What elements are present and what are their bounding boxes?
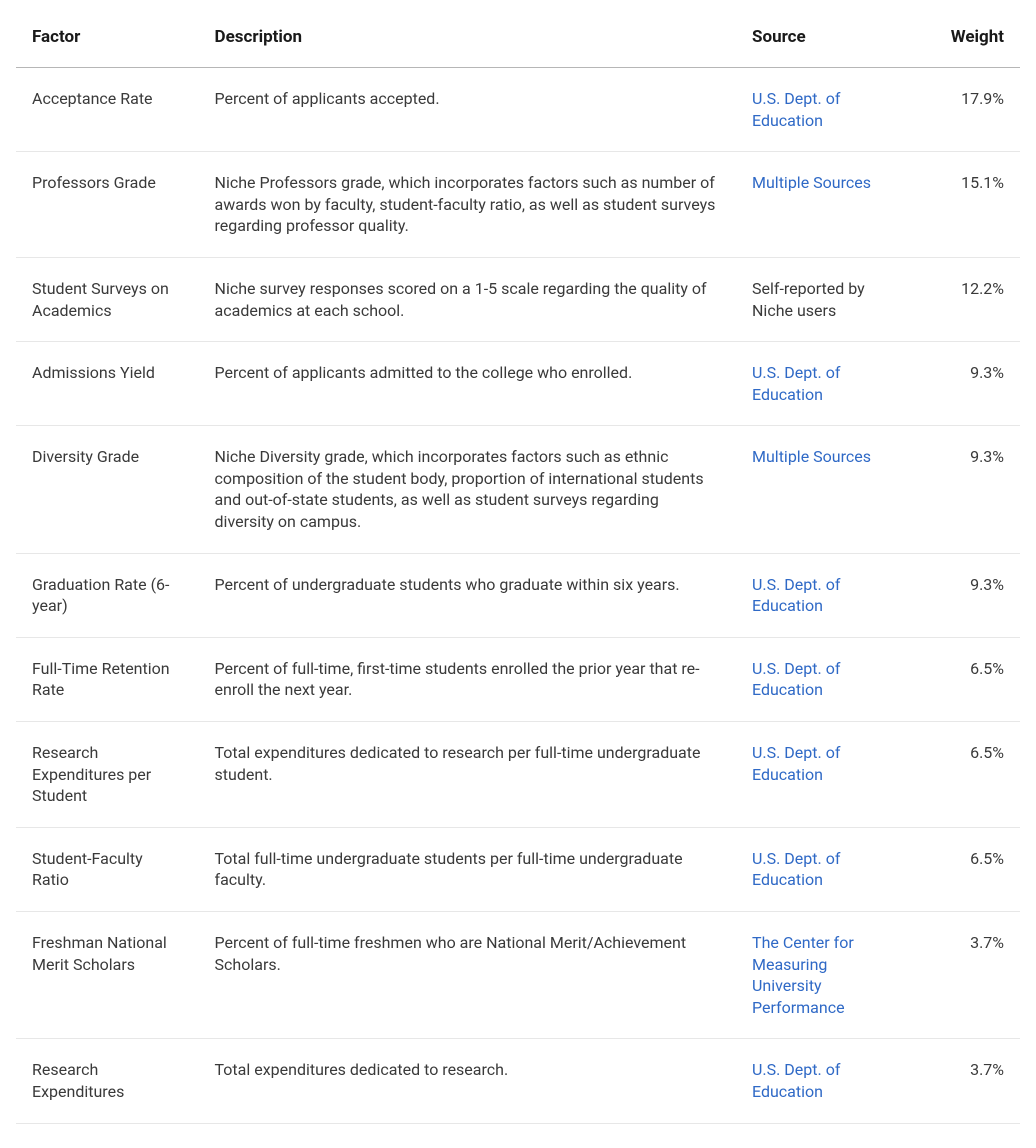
col-header-weight: Weight — [908, 12, 1020, 67]
weight-cell: 6.5% — [908, 637, 1020, 721]
description-cell: Percent of undergraduate students who gr… — [199, 553, 736, 637]
col-header-factor: Factor — [16, 12, 199, 67]
source-cell: Multiple Sources — [736, 152, 908, 258]
description-cell: Total expenditures dedicated to research… — [199, 722, 736, 828]
factor-cell: Freshman National Merit Scholars — [16, 912, 199, 1039]
source-text: Self-reported by Niche users — [752, 279, 865, 320]
source-link[interactable]: U.S. Dept. of Education — [752, 849, 840, 890]
table-row: Professors GradeNiche Professors grade, … — [16, 152, 1020, 258]
source-link[interactable]: U.S. Dept. of Education — [752, 575, 840, 616]
table-row: Acceptance RatePercent of applicants acc… — [16, 67, 1020, 151]
source-link[interactable]: The Center for Measuring University Perf… — [752, 933, 854, 1017]
source-cell: U.S. Dept. of Education — [736, 1039, 908, 1123]
table-row: Full-Time Retention RatePercent of full-… — [16, 637, 1020, 721]
factor-cell: Student Surveys on Academics — [16, 257, 199, 341]
table-row: Freshman National Merit ScholarsPercent … — [16, 912, 1020, 1039]
table-row: Graduation Rate (6-year)Percent of under… — [16, 553, 1020, 637]
source-cell: U.S. Dept. of Education — [736, 553, 908, 637]
source-cell: U.S. Dept. of Education — [736, 342, 908, 426]
weight-cell: 9.3% — [908, 426, 1020, 553]
description-cell: Percent of full-time freshmen who are Na… — [199, 912, 736, 1039]
factor-cell: Student-Faculty Ratio — [16, 827, 199, 911]
factor-cell: Graduation Rate (6-year) — [16, 553, 199, 637]
factor-cell: Diversity Grade — [16, 426, 199, 553]
weight-cell: 9.3% — [908, 553, 1020, 637]
source-cell: The Center for Measuring University Perf… — [736, 912, 908, 1039]
weight-cell: 15.1% — [908, 152, 1020, 258]
description-cell: Total full-time undergraduate students p… — [199, 827, 736, 911]
weight-cell: 3.7% — [908, 1039, 1020, 1123]
description-cell: Percent of full-time, first-time student… — [199, 637, 736, 721]
source-cell: U.S. Dept. of Education — [736, 827, 908, 911]
weight-cell: 12.2% — [908, 257, 1020, 341]
source-cell: U.S. Dept. of Education — [736, 722, 908, 828]
weight-cell: 6.5% — [908, 827, 1020, 911]
table-row: Student-Faculty RatioTotal full-time und… — [16, 827, 1020, 911]
factor-cell: Acceptance Rate — [16, 67, 199, 151]
source-link[interactable]: Multiple Sources — [752, 173, 871, 192]
source-link[interactable]: U.S. Dept. of Education — [752, 89, 840, 130]
factor-cell: Research Expenditures per Student — [16, 722, 199, 828]
source-cell: Self-reported by Niche users — [736, 257, 908, 341]
source-link[interactable]: U.S. Dept. of Education — [752, 659, 840, 700]
description-cell: Percent of applicants admitted to the co… — [199, 342, 736, 426]
col-header-description: Description — [199, 12, 736, 67]
factors-table: Factor Description Source Weight Accepta… — [16, 12, 1020, 1124]
table-row: Diversity GradeNiche Diversity grade, wh… — [16, 426, 1020, 553]
description-cell: Niche survey responses scored on a 1-5 s… — [199, 257, 736, 341]
source-cell: Multiple Sources — [736, 426, 908, 553]
description-cell: Percent of applicants accepted. — [199, 67, 736, 151]
source-link[interactable]: Multiple Sources — [752, 447, 871, 466]
source-link[interactable]: U.S. Dept. of Education — [752, 1060, 840, 1101]
description-cell: Total expenditures dedicated to research… — [199, 1039, 736, 1123]
table-row: Student Surveys on AcademicsNiche survey… — [16, 257, 1020, 341]
table-header-row: Factor Description Source Weight — [16, 12, 1020, 67]
weight-cell: 17.9% — [908, 67, 1020, 151]
factor-cell: Full-Time Retention Rate — [16, 637, 199, 721]
description-cell: Niche Diversity grade, which incorporate… — [199, 426, 736, 553]
weight-cell: 9.3% — [908, 342, 1020, 426]
factor-cell: Admissions Yield — [16, 342, 199, 426]
table-row: Admissions YieldPercent of applicants ad… — [16, 342, 1020, 426]
source-link[interactable]: U.S. Dept. of Education — [752, 363, 840, 404]
source-link[interactable]: U.S. Dept. of Education — [752, 743, 840, 784]
factor-cell: Professors Grade — [16, 152, 199, 258]
weight-cell: 3.7% — [908, 912, 1020, 1039]
factors-table-container: Factor Description Source Weight Accepta… — [0, 0, 1036, 1148]
factor-cell: Research Expenditures — [16, 1039, 199, 1123]
source-cell: U.S. Dept. of Education — [736, 637, 908, 721]
col-header-source: Source — [736, 12, 908, 67]
description-cell: Niche Professors grade, which incorporat… — [199, 152, 736, 258]
source-cell: U.S. Dept. of Education — [736, 67, 908, 151]
weight-cell: 6.5% — [908, 722, 1020, 828]
table-row: Research Expenditures per StudentTotal e… — [16, 722, 1020, 828]
table-row: Research ExpendituresTotal expenditures … — [16, 1039, 1020, 1123]
